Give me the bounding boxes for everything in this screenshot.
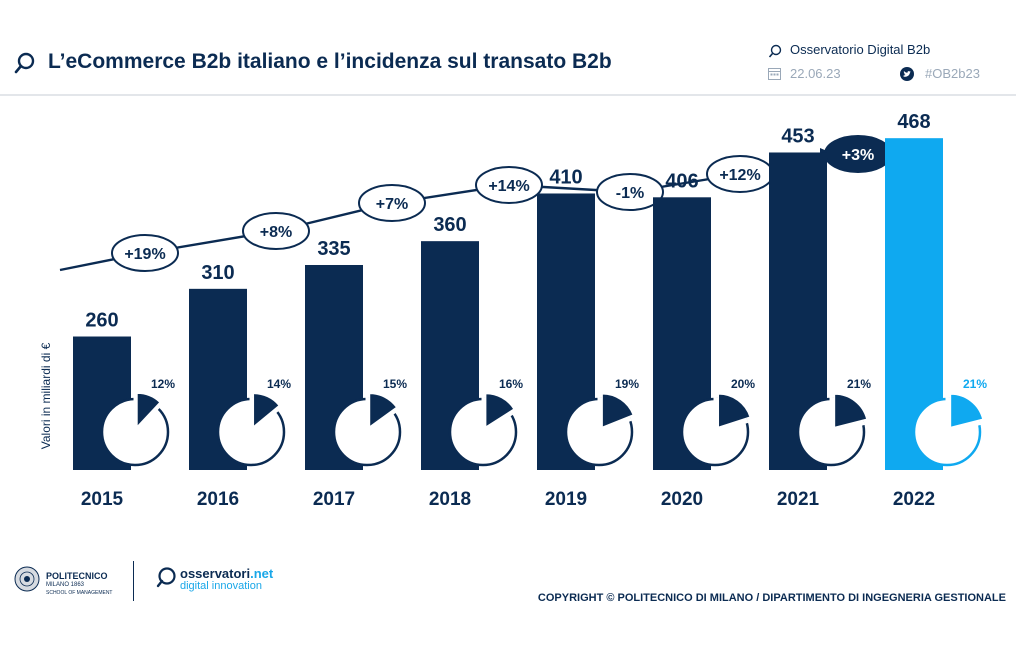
incidence-label: 14%	[267, 377, 291, 391]
growth-text: +3%	[842, 147, 874, 164]
pie-slice	[485, 393, 515, 428]
politecnico-school: SCHOOL OF MANAGEMENT	[46, 590, 113, 596]
pie-slice	[834, 393, 868, 428]
header-divider	[0, 94, 1016, 96]
incidence-label: 19%	[615, 377, 639, 391]
growth-text: +12%	[719, 167, 760, 184]
footer-divider	[133, 561, 134, 601]
value-label: 310	[201, 262, 234, 284]
growth-text: -1%	[616, 185, 644, 202]
value-label: 360	[433, 214, 466, 236]
x-tick-label: 2017	[313, 489, 355, 510]
header: L’eCommerce B2b italiano e l’incidenza s…	[0, 0, 1016, 96]
x-tick-label: 2020	[661, 489, 703, 510]
page-title: L’eCommerce B2b italiano e l’incidenza s…	[48, 50, 612, 73]
growth-badge	[475, 166, 543, 204]
pie-2017: 15%	[332, 377, 407, 467]
growth-labels: +19% +8% +7% +14% -1% +12% +3%	[111, 135, 892, 272]
osservatori-brand-name: osservatori	[180, 566, 251, 581]
x-tick-label: 2022	[893, 489, 935, 510]
hashtag-label: #OB2b23	[925, 66, 980, 81]
observatory-icon	[768, 44, 782, 58]
growth-badge	[358, 184, 426, 222]
osservatori-logo	[156, 567, 176, 588]
x-tick-label: 2015	[81, 489, 124, 510]
growth-label: +14%	[475, 166, 543, 204]
politecnico-logo	[14, 566, 40, 592]
politecnico-sub: MILANO 1863	[46, 582, 85, 588]
value-label: 468	[897, 111, 930, 133]
pie-slice	[253, 393, 280, 428]
growth-label: +12%	[706, 155, 774, 193]
value-label: 406	[665, 170, 698, 192]
y-axis-label: Valori in miliardi di €	[39, 342, 53, 449]
growth-text: +19%	[124, 246, 165, 263]
x-tick-label: 2019	[545, 489, 587, 510]
observatory-icon	[14, 52, 35, 74]
date-label: 22.06.23	[790, 66, 841, 81]
pie-2021: 21%	[796, 377, 871, 467]
pie-slice	[136, 392, 161, 428]
growth-badge	[596, 173, 664, 211]
growth-badge	[242, 212, 310, 250]
growth-label: +19%	[111, 234, 179, 272]
value-label: 410	[549, 166, 582, 188]
value-label: 453	[781, 125, 814, 147]
pie-slice	[718, 393, 751, 428]
growth-text: +8%	[260, 224, 292, 241]
source-label: Osservatorio Digital B2b	[790, 42, 931, 57]
x-tick-label: 2018	[429, 489, 471, 510]
pie-slice	[369, 393, 398, 428]
incidence-label: 21%	[847, 377, 871, 391]
x-axis: 2015 2016 2017 2018 2019 2020 2021 2022	[81, 489, 935, 510]
calendar-icon	[768, 68, 781, 80]
pie-slice	[950, 393, 984, 428]
incidence-label: 16%	[499, 377, 523, 391]
incidence-label: 15%	[383, 377, 407, 391]
osservatori-brand: osservatori.net	[180, 566, 273, 581]
growth-label: +3%	[824, 135, 892, 173]
pie-2018: 16%	[448, 377, 523, 467]
pie-2022: 21%	[912, 377, 987, 467]
incidence-pies: 12% 14% 15% 16% 19% 20% 21% 21%	[100, 377, 987, 467]
x-tick-label: 2016	[197, 489, 239, 510]
growth-label: -1%	[596, 173, 664, 211]
growth-label: +7%	[358, 184, 426, 222]
pie-2015: 12%	[100, 377, 175, 467]
growth-label: +8%	[242, 212, 310, 250]
copyright-text: COPYRIGHT © POLITECNICO DI MILANO / DIPA…	[537, 592, 1006, 604]
ecommerce-b2b-chart: +19% +8% +7% +14% -1% +12% +3% 260 310 335 360 410…	[39, 111, 987, 510]
osservatori-sub: digital innovation	[180, 580, 262, 592]
pie-2019: 19%	[564, 377, 639, 467]
pie-2016: 14%	[216, 377, 291, 467]
incidence-label: 12%	[151, 377, 175, 391]
value-label: 260	[85, 310, 118, 332]
growth-text: +7%	[376, 196, 408, 213]
value-label: 335	[317, 238, 350, 260]
pie-slice	[601, 393, 634, 428]
growth-badge	[111, 234, 179, 272]
incidence-label: 20%	[731, 377, 755, 391]
politecnico-name: POLITECNICO	[46, 571, 108, 581]
twitter-icon	[900, 67, 914, 81]
x-tick-label: 2021	[777, 489, 820, 510]
osservatori-brand-suffix: .net	[250, 566, 274, 581]
incidence-label: 21%	[963, 377, 987, 391]
growth-text: +14%	[488, 178, 529, 195]
pie-2020: 20%	[680, 377, 755, 467]
